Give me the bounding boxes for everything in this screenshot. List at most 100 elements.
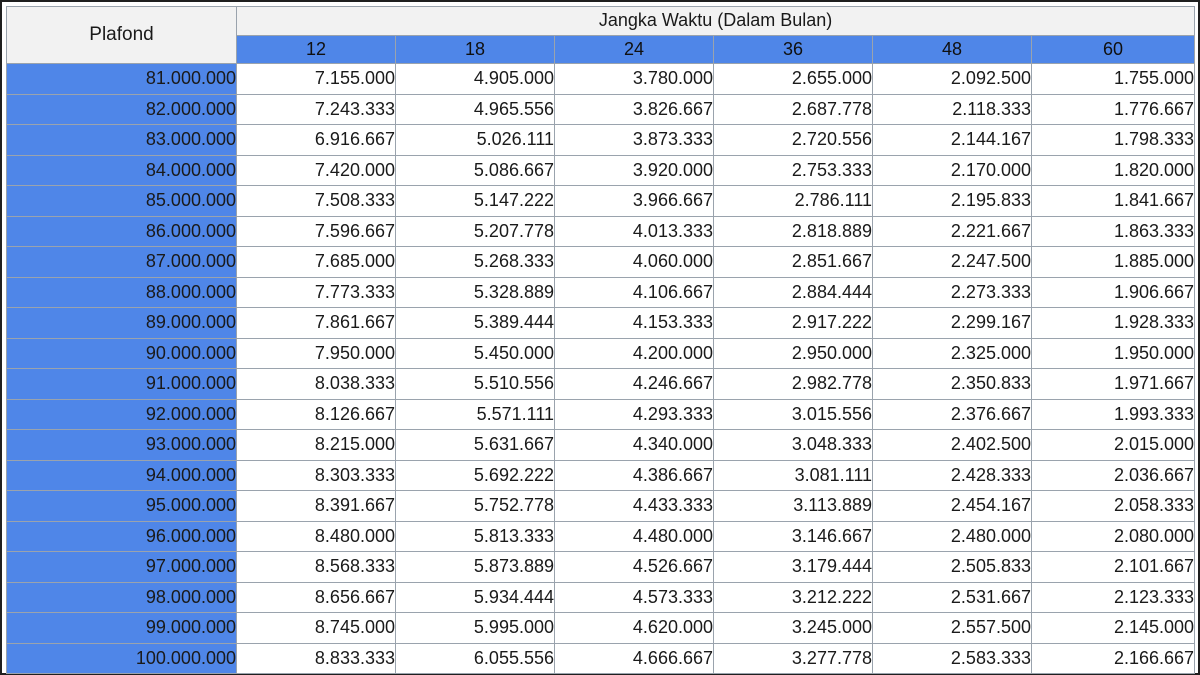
table-row: 84.000.000 7.420.000 5.086.667 3.920.000 2.7… [6,154,1196,186]
table-row: 98.000.000 8.656.667 5.934.444 4.573.333 3.2… [6,581,1196,613]
plafond-cell: 86.000.000 [6,215,237,247]
plafond-cell: 84.000.000 [6,154,237,186]
installment-cell: 8.480.000 [236,520,396,552]
plafond-cell: 99.000.000 [6,612,237,644]
installment-cell: 4.386.667 [554,459,714,491]
installment-cell: 7.155.000 [236,63,396,95]
installment-cell: 3.179.444 [713,551,873,583]
installment-cell: 5.450.000 [395,337,555,369]
installment-cell: 2.015.000 [1030,429,1196,461]
installment-cell: 4.666.667 [554,642,714,674]
plafond-cell: 90.000.000 [6,337,237,369]
installment-cell: 4.200.000 [554,337,714,369]
installment-cell: 2.818.889 [713,215,873,247]
installment-cell: 1.863.333 [1030,215,1196,247]
table-row: 81.000.000 7.155.000 4.905.000 3.780.000 2.6… [6,63,1196,95]
installment-cell: 3.048.333 [713,429,873,461]
installment-cell: 5.752.778 [395,490,555,522]
installment-cell: 2.531.667 [872,581,1032,613]
installment-cell: 4.573.333 [554,581,714,613]
installment-cell: 7.508.333 [236,185,396,217]
installment-cell: 2.720.556 [713,124,873,156]
installment-cell: 3.113.889 [713,490,873,522]
plafond-cell: 97.000.000 [6,551,237,583]
installment-cell: 4.060.000 [554,246,714,278]
installment-cell: 2.753.333 [713,154,873,186]
installment-cell: 2.454.167 [872,490,1032,522]
plafond-cell: 81.000.000 [6,63,237,95]
installment-cell: 2.376.667 [872,398,1032,430]
term-group-header: Jangka Waktu (Dalam Bulan) [235,6,1196,36]
installment-cell: 2.166.667 [1030,642,1196,674]
installment-cell: 2.145.000 [1030,612,1196,644]
installment-cell: 4.526.667 [554,551,714,583]
term-header-36: 36 [713,34,873,64]
installment-cell: 4.433.333 [554,490,714,522]
installment-cell: 3.826.667 [554,93,714,125]
installment-cell: 2.170.000 [872,154,1032,186]
installment-cell: 7.596.667 [236,215,396,247]
installment-cell: 1.928.333 [1030,307,1196,339]
installment-cell: 2.325.000 [872,337,1032,369]
installment-cell: 2.687.778 [713,93,873,125]
installment-cell: 2.655.000 [713,63,873,95]
table-body: 81.000.000 7.155.000 4.905.000 3.780.000 2.6… [6,63,1196,674]
installment-cell: 5.873.889 [395,551,555,583]
installment-cell: 1.820.000 [1030,154,1196,186]
installment-cell: 8.833.333 [236,642,396,674]
table-row: 89.000.000 7.861.667 5.389.444 4.153.333 2.9… [6,307,1196,339]
term-header-18: 18 [395,34,555,64]
table-row: 91.000.000 8.038.333 5.510.556 4.246.667 2.9… [6,368,1196,400]
installment-cell: 4.340.000 [554,429,714,461]
plafond-cell: 94.000.000 [6,459,237,491]
installment-cell: 4.620.000 [554,612,714,644]
installment-cell: 6.055.556 [395,642,555,674]
installment-cell: 5.692.222 [395,459,555,491]
installment-cell: 2.036.667 [1030,459,1196,491]
table-row: 83.000.000 6.916.667 5.026.111 3.873.333 2.7… [6,124,1196,156]
installment-cell: 2.917.222 [713,307,873,339]
installment-cell: 8.656.667 [236,581,396,613]
installment-cell: 5.995.000 [395,612,555,644]
installment-cell: 4.965.556 [395,93,555,125]
table-row: 95.000.000 8.391.667 5.752.778 4.433.333 3.1… [6,490,1196,522]
installment-cell: 4.106.667 [554,276,714,308]
installment-cell: 3.277.778 [713,642,873,674]
installment-cell: 2.123.333 [1030,581,1196,613]
installment-cell: 1.885.000 [1030,246,1196,278]
installment-cell: 5.328.889 [395,276,555,308]
table-row: 90.000.000 7.950.000 5.450.000 4.200.000 2.9… [6,337,1196,369]
installment-cell: 3.081.111 [713,459,873,491]
installment-cell: 8.126.667 [236,398,396,430]
installment-cell: 3.245.000 [713,612,873,644]
installment-cell: 4.013.333 [554,215,714,247]
plafond-cell: 85.000.000 [6,185,237,217]
installment-cell: 2.950.000 [713,337,873,369]
installment-cell: 3.780.000 [554,63,714,95]
table-row: 93.000.000 8.215.000 5.631.667 4.340.000 3.0… [6,429,1196,461]
installment-table: Plafond Jangka Waktu (Dalam Bulan) 12 18… [6,6,1196,674]
table-row: 87.000.000 7.685.000 5.268.333 4.060.000 2.8… [6,246,1196,278]
plafond-cell: 83.000.000 [6,124,237,156]
term-header-48: 48 [872,34,1032,64]
table-row: 86.000.000 7.596.667 5.207.778 4.013.333 2.8… [6,215,1196,247]
installment-cell: 4.246.667 [554,368,714,400]
plafond-header: Plafond [6,6,237,64]
plafond-cell: 88.000.000 [6,276,237,308]
table-row: 88.000.000 7.773.333 5.328.889 4.106.667 2.8… [6,276,1196,308]
installment-cell: 2.092.500 [872,63,1032,95]
installment-cell: 1.841.667 [1030,185,1196,217]
installment-cell: 3.966.667 [554,185,714,217]
table-row: 92.000.000 8.126.667 5.571.111 4.293.333 3.0… [6,398,1196,430]
plafond-cell: 93.000.000 [6,429,237,461]
plafond-cell: 92.000.000 [6,398,237,430]
installment-cell: 2.583.333 [872,642,1032,674]
installment-cell: 3.873.333 [554,124,714,156]
installment-cell: 5.086.667 [395,154,555,186]
installment-cell: 2.080.000 [1030,520,1196,552]
installment-cell: 2.350.833 [872,368,1032,400]
header-row-terms: 12 18 24 36 48 60 [7,34,1196,64]
term-header-60: 60 [1030,34,1196,64]
installment-cell: 5.268.333 [395,246,555,278]
